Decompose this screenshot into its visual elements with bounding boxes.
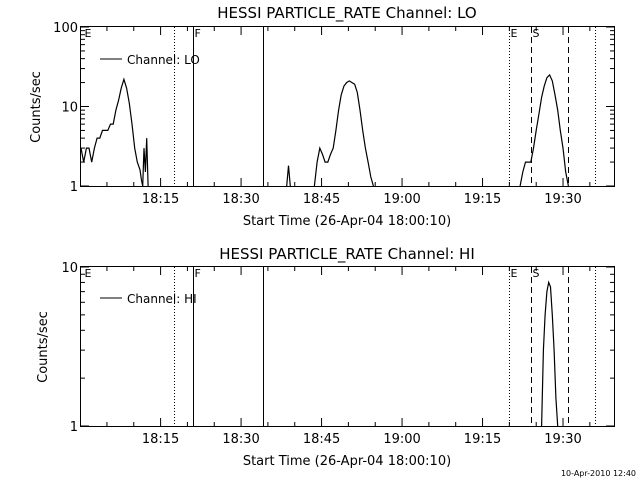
- chart-panel-hi: HESSI PARTICLE_RATE Channel: HI E F E S 1 10…: [36, 245, 615, 469]
- x-tick-label: 19:15: [464, 432, 501, 447]
- x-axis-label: Start Time (26-Apr-04 18:00:10): [243, 214, 451, 229]
- y-axis-label: Counts/sec: [29, 71, 44, 143]
- series-group: [80, 73, 569, 187]
- legend-label: Channel: LO: [127, 53, 200, 67]
- legend-label: Channel: HI: [127, 292, 197, 306]
- x-axis-ticks: 18:15 18:30 18:45 19:00 19:15 19:30: [106, 27, 591, 207]
- x-axis-label: Start Time (26-Apr-04 18:00:10): [243, 454, 451, 469]
- x-tick-label: 19:00: [383, 192, 420, 207]
- event-marker-label: S: [533, 267, 540, 280]
- series-group: [541, 280, 559, 427]
- series-line-segment: [142, 138, 149, 187]
- event-marker-label: E: [85, 267, 92, 280]
- series-line-segment: [519, 73, 569, 187]
- y-axis-ticks: 1 10 100: [53, 21, 614, 195]
- y-tick-label: 10: [61, 101, 78, 116]
- footer-timestamp: 10-Apr-2010 12:40: [561, 469, 636, 478]
- y-axis-ticks: 1 10: [61, 261, 614, 435]
- x-tick-label: 19:30: [544, 432, 581, 447]
- x-tick-label: 19:00: [383, 432, 420, 447]
- series-line-segment: [80, 77, 144, 187]
- series-line-segment: [286, 165, 291, 187]
- x-tick-label: 18:45: [303, 192, 340, 207]
- chart-title: HESSI PARTICLE_RATE Channel: HI: [219, 245, 475, 264]
- x-axis-ticks: 18:15 18:30 18:45 19:00 19:15 19:30: [106, 267, 591, 447]
- y-tick-label: 100: [53, 21, 78, 36]
- legend: Channel: HI: [100, 292, 197, 306]
- chart-title: HESSI PARTICLE_RATE Channel: LO: [217, 4, 476, 23]
- y-tick-label: 10: [61, 261, 78, 276]
- event-marker-label: E: [85, 27, 92, 40]
- event-marker-label: S: [533, 27, 540, 40]
- y-tick-label: 1: [70, 420, 78, 435]
- x-tick-label: 18:15: [142, 432, 179, 447]
- plot-frame: [80, 266, 615, 427]
- x-tick-label: 19:30: [544, 192, 581, 207]
- x-tick-label: 18:15: [142, 192, 179, 207]
- chart-panel-lo: HESSI PARTICLE_RATE Channel: LO E F E S 1 10…: [29, 4, 615, 229]
- event-marker-label: F: [195, 267, 201, 280]
- plot-frame: [80, 26, 615, 187]
- series-line-segment: [541, 280, 559, 427]
- y-tick-label: 1: [70, 180, 78, 195]
- y-axis-label: Counts/sec: [36, 311, 51, 383]
- x-tick-label: 18:30: [222, 192, 259, 207]
- x-tick-label: 18:30: [222, 432, 259, 447]
- series-line-segment: [313, 80, 374, 187]
- event-marker-label: E: [511, 27, 518, 40]
- x-tick-label: 19:15: [464, 192, 501, 207]
- x-tick-label: 18:45: [303, 432, 340, 447]
- legend: Channel: LO: [100, 53, 200, 67]
- event-marker-label: F: [195, 27, 201, 40]
- event-marker-label: E: [511, 267, 518, 280]
